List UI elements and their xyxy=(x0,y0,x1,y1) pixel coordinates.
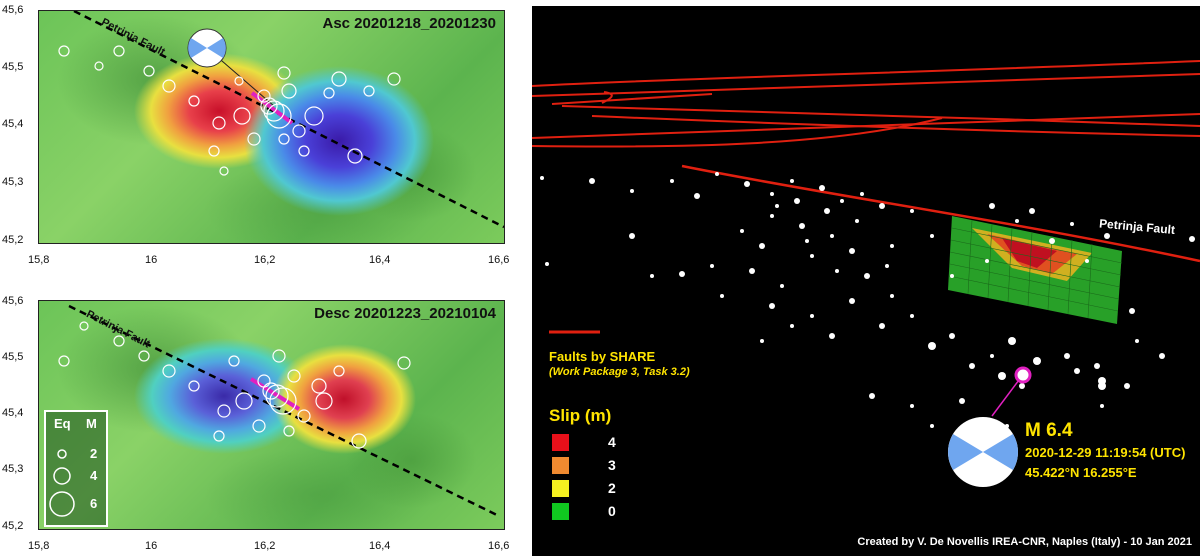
faults-by-share-subtitle: (Work Package 3, Task 3.2) xyxy=(549,366,690,378)
bottom-xtick-3: 16,2 xyxy=(254,540,276,552)
event-datetime: 2020-12-29 11:19:54 (UTC) xyxy=(1025,445,1186,460)
credit-line: Created by V. De Novellis IREA-CNR, Napl… xyxy=(857,536,1192,548)
bottom-map-overlay: Petrinja Fault xyxy=(58,304,500,518)
share-fault-lines xyxy=(532,60,1200,263)
top-ytick-1: 45,6 xyxy=(2,4,24,16)
top-beachball xyxy=(187,28,227,68)
bottom-xtick-5: 16,6 xyxy=(488,540,510,552)
fault-3d-scene: Petrinja Fault xyxy=(532,60,1200,487)
fault-3d-model-panel: Petrinja Fault Faults by SHARE (Work Pac… xyxy=(532,6,1200,556)
bottom-map-title: Desc 20201223_20210104 xyxy=(314,305,496,322)
mainshock-marker xyxy=(1014,366,1032,384)
right-beachball xyxy=(948,417,1018,487)
top-ytick-3: 45,4 xyxy=(2,118,24,130)
legend-circles xyxy=(49,449,75,517)
top-ytick-4: 45,3 xyxy=(2,176,24,188)
event-magnitude: M 6.4 xyxy=(1025,420,1073,441)
legend-m-header: M xyxy=(86,416,97,431)
bottom-fault-label: Petrinja Fault xyxy=(84,308,152,350)
bottom-ytick-1: 45,6 xyxy=(2,295,24,307)
ascending-interferogram-map: Petrinja Fault Asc 20201218_20201230 xyxy=(38,10,505,244)
top-xtick-4: 16,4 xyxy=(369,254,391,266)
descending-interferogram-map: Petrinja Fault Desc 20201223_20210104 xyxy=(38,300,505,530)
slip-level-0: 0 xyxy=(552,503,672,521)
magnitude-legend: Eq M 2 4 6 xyxy=(44,410,108,527)
slip-level-3: 3 xyxy=(552,457,672,475)
bottom-xtick-1: 15,8 xyxy=(28,540,50,552)
top-map-title: Asc 20201218_20201230 xyxy=(322,15,496,32)
slip-level-2: 2 xyxy=(552,480,672,498)
top-xtick-2: 16 xyxy=(145,254,158,266)
bottom-xtick-2: 16 xyxy=(145,540,158,552)
top-xtick-1: 15,8 xyxy=(28,254,50,266)
bottom-xtick-4: 16,4 xyxy=(369,540,391,552)
top-xtick-3: 16,2 xyxy=(254,254,276,266)
top-xtick-5: 16,6 xyxy=(488,254,510,266)
legend-m6: 6 xyxy=(90,496,98,511)
event-location: 45.422°N 16.255°E xyxy=(1025,465,1137,480)
top-fault-label: Petrinja Fault xyxy=(99,16,167,58)
right-fault-label: Petrinja Fault xyxy=(1099,216,1176,237)
top-map-overlay: Petrinja Fault xyxy=(58,11,504,229)
legend-m2: 2 xyxy=(90,446,98,461)
legend-eq-header: Eq xyxy=(54,416,71,431)
top-ytick-2: 45,5 xyxy=(2,61,24,73)
faults-by-share-title: Faults by SHARE xyxy=(549,349,656,364)
bottom-ytick-3: 45,4 xyxy=(2,407,24,419)
aftershock-dots xyxy=(540,172,1195,428)
bottom-ytick-5: 45,2 xyxy=(2,520,24,532)
slip-patch xyxy=(948,216,1123,324)
bottom-ytick-2: 45,5 xyxy=(2,351,24,363)
slip-legend-title: Slip (m) xyxy=(549,406,612,425)
top-ytick-5: 45,2 xyxy=(2,234,24,246)
legend-m4: 4 xyxy=(90,468,98,483)
bottom-ytick-4: 45,3 xyxy=(2,463,24,475)
slip-level-4: 4 xyxy=(552,434,672,452)
